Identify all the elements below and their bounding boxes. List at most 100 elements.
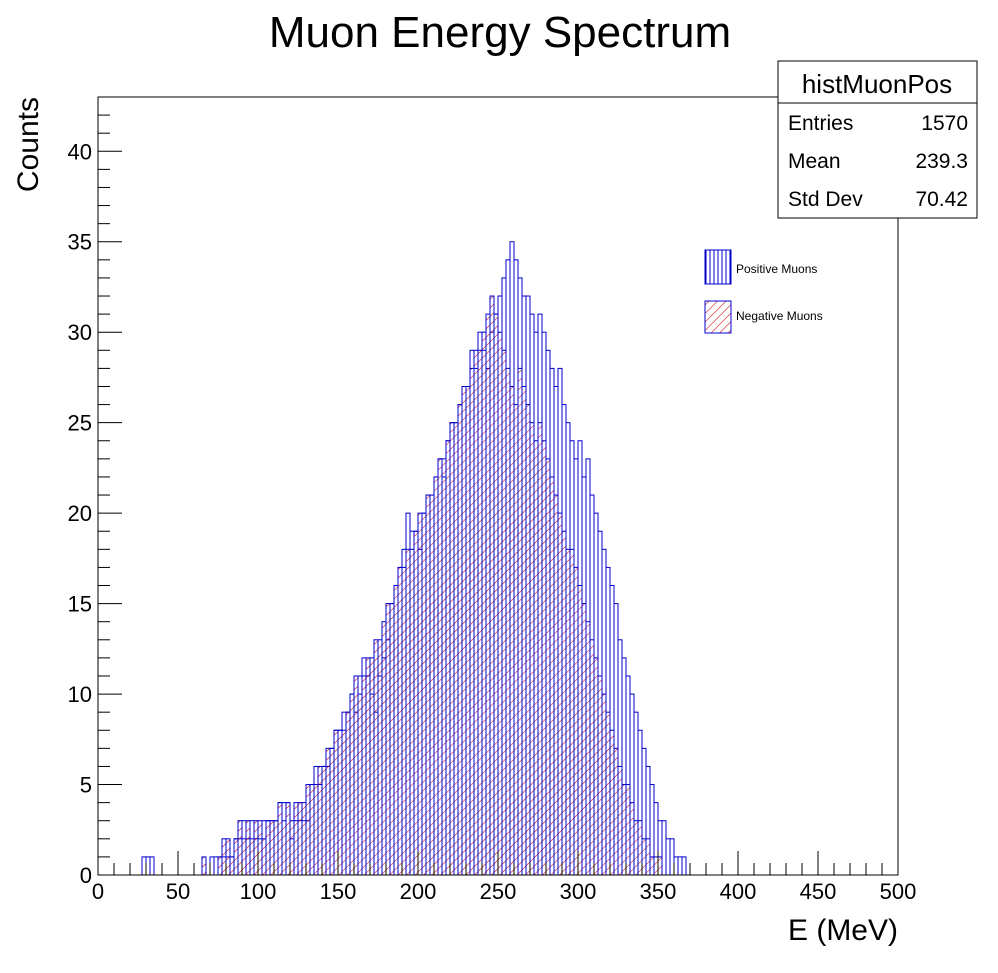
x-tick-label-100: 100 <box>240 879 277 904</box>
y-tick-label-40: 40 <box>68 139 92 164</box>
stats-stddev-value: 70.42 <box>915 188 968 211</box>
bar-negative-60 <box>337 729 343 875</box>
bar-positive-142 <box>665 838 671 875</box>
bar-negative-118 <box>569 548 575 875</box>
bar-negative-137 <box>645 838 651 875</box>
bar-negative-34 <box>233 838 239 875</box>
legend-swatch-negative <box>704 300 732 334</box>
bar-negative-68 <box>369 657 375 875</box>
bar-negative-121 <box>581 603 587 875</box>
y-tick-label-20: 20 <box>68 501 92 526</box>
bar-positive-144 <box>673 856 679 875</box>
bar-negative-138 <box>649 856 655 875</box>
bar-negative-54 <box>313 784 319 875</box>
bar-negative-37 <box>245 820 251 875</box>
bar-negative-75 <box>397 566 403 875</box>
bar-negative-136 <box>641 838 647 875</box>
stats-box-title: histMuonPos <box>802 69 952 99</box>
bar-negative-124 <box>593 657 599 875</box>
bar-negative-133 <box>629 802 635 875</box>
y-tick-label-10: 10 <box>68 682 92 707</box>
x-tick-label-150: 150 <box>320 879 357 904</box>
bar-negative-67 <box>365 657 371 875</box>
x-axis-ticks: 0 50 100 150 200 250 300 350 400 450 500 <box>92 851 916 904</box>
bar-negative-32 <box>225 838 231 875</box>
bar-negative-33 <box>229 856 235 875</box>
y-axis-ticks: 0 5 10 15 20 25 30 35 40 <box>68 96 122 888</box>
bar-negative-100 <box>497 331 503 875</box>
x-tick-label-350: 350 <box>640 879 677 904</box>
bar-negative-99 <box>493 313 499 875</box>
bar-negative-35 <box>237 820 243 875</box>
bar-negative-129 <box>613 747 619 875</box>
negative-muons-bars <box>201 295 663 875</box>
bar-negative-71 <box>381 621 387 875</box>
bar-negative-30 <box>217 856 223 875</box>
bar-negative-66 <box>361 675 367 875</box>
bar-negative-61 <box>341 729 347 875</box>
bar-negative-107 <box>525 404 531 875</box>
bar-negative-42 <box>265 820 271 875</box>
stats-box: histMuonPos Entries 1570 Mean 239.3 Std … <box>777 60 978 219</box>
bar-negative-120 <box>577 585 583 875</box>
bar-negative-87 <box>445 440 451 875</box>
bar-negative-44 <box>273 820 279 875</box>
bar-positive-28 <box>209 856 215 875</box>
bar-negative-81 <box>421 512 427 875</box>
bar-negative-76 <box>401 566 407 875</box>
legend: Positive Muons Negative Muons <box>704 249 823 334</box>
bar-negative-49 <box>293 802 299 875</box>
bar-negative-109 <box>533 440 539 875</box>
bar-negative-47 <box>285 802 291 875</box>
bar-negative-135 <box>637 820 643 875</box>
bar-negative-51 <box>301 802 307 875</box>
stats-mean-value: 239.3 <box>915 150 968 173</box>
bar-negative-46 <box>281 820 287 875</box>
bar-negative-131 <box>621 784 627 875</box>
bar-negative-92 <box>465 385 471 875</box>
legend-label-positive: Positive Muons <box>736 262 817 276</box>
bar-negative-126 <box>601 693 607 875</box>
bar-negative-102 <box>505 367 511 875</box>
bar-negative-119 <box>573 566 579 875</box>
bar-negative-130 <box>617 765 623 875</box>
bar-negative-93 <box>469 367 475 875</box>
bar-negative-48 <box>289 820 295 875</box>
stats-stddev-label: Std Dev <box>788 188 863 211</box>
bar-negative-140 <box>657 856 663 875</box>
bar-positive-141 <box>661 820 667 875</box>
bar-negative-74 <box>393 585 399 875</box>
bar-negative-97 <box>485 313 491 875</box>
bar-negative-90 <box>457 404 463 875</box>
bar-negative-83 <box>429 494 435 875</box>
bar-negative-70 <box>377 639 383 875</box>
bar-negative-103 <box>509 385 515 875</box>
bar-negative-139 <box>653 856 659 875</box>
bar-negative-57 <box>325 747 331 875</box>
bar-negative-82 <box>425 494 431 875</box>
legend-label-negative: Negative Muons <box>736 309 823 323</box>
bar-positive-145 <box>677 856 683 875</box>
bar-negative-132 <box>625 784 631 875</box>
bar-negative-39 <box>253 820 259 875</box>
bar-negative-50 <box>297 802 303 875</box>
bar-negative-41 <box>261 838 267 875</box>
bar-negative-114 <box>553 494 559 875</box>
x-tick-label-500: 500 <box>880 879 917 904</box>
x-tick-label-400: 400 <box>720 879 757 904</box>
bar-negative-116 <box>561 530 567 875</box>
stats-mean-label: Mean <box>788 150 841 173</box>
bar-negative-78 <box>409 548 415 875</box>
bar-negative-85 <box>437 458 443 875</box>
bar-negative-43 <box>269 820 275 875</box>
bar-negative-84 <box>433 476 439 875</box>
bar-negative-77 <box>405 548 411 875</box>
x-tick-label-200: 200 <box>400 879 437 904</box>
bar-negative-111 <box>541 440 547 875</box>
bar-negative-52 <box>305 784 311 875</box>
bar-positive-143 <box>669 838 675 875</box>
y-axis-label: Counts <box>12 97 45 192</box>
bar-negative-40 <box>257 820 263 875</box>
bar-negative-63 <box>349 693 355 875</box>
